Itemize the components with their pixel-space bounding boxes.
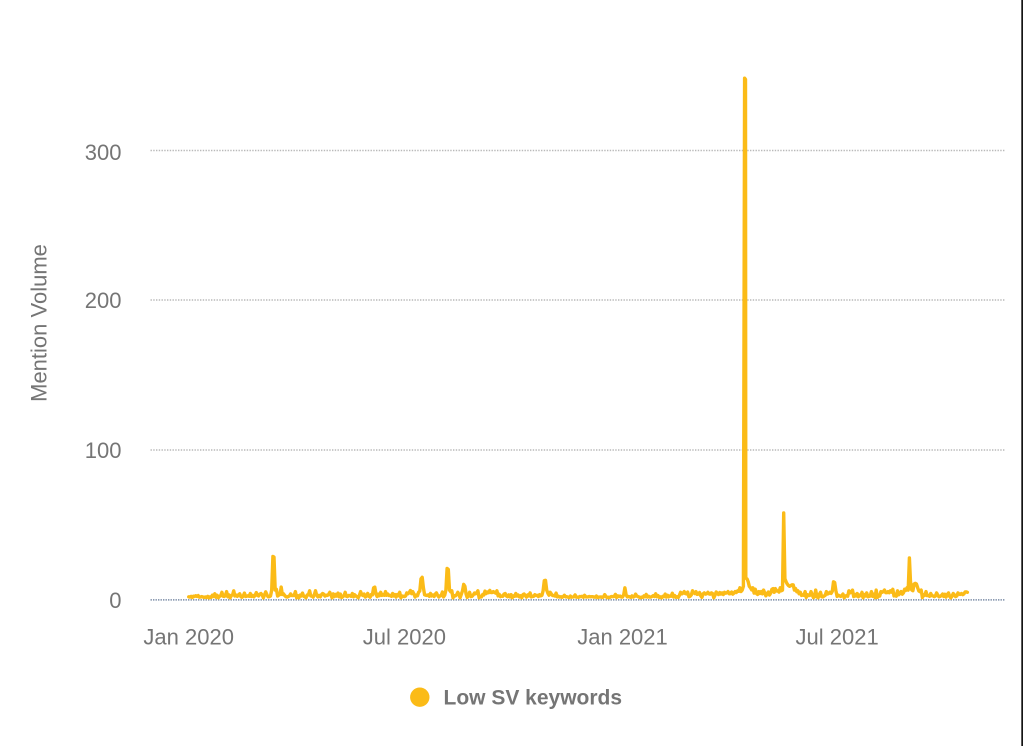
svg-text:Jan 2021: Jan 2021 bbox=[577, 625, 668, 650]
svg-text:300: 300 bbox=[85, 140, 122, 165]
svg-text:100: 100 bbox=[85, 438, 122, 463]
svg-text:Mention Volume: Mention Volume bbox=[27, 244, 52, 402]
svg-text:Low SV keywords: Low SV keywords bbox=[444, 687, 623, 710]
svg-text:Jan 2020: Jan 2020 bbox=[143, 625, 234, 650]
svg-text:Jul 2020: Jul 2020 bbox=[363, 625, 446, 650]
svg-text:Jul 2021: Jul 2021 bbox=[796, 625, 879, 650]
svg-text:0: 0 bbox=[109, 588, 121, 613]
svg-text:200: 200 bbox=[85, 288, 122, 313]
